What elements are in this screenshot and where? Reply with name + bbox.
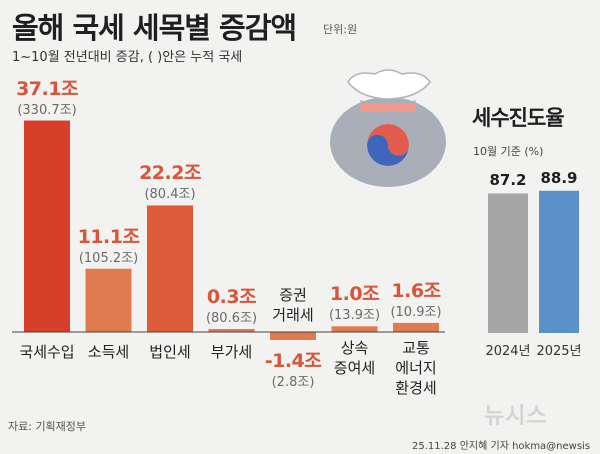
side-chart-title: 세수진도율 bbox=[472, 106, 565, 130]
chart-subtitle: 1~10월 전년대비 증감, ( )안은 누적 국세 bbox=[12, 50, 243, 65]
cumulative-label-5: (2.8조) bbox=[271, 375, 315, 390]
bar-3 bbox=[147, 205, 193, 332]
side-category-label-1: 2024년 bbox=[485, 344, 531, 359]
category-label-6: 상속 증여세 bbox=[333, 339, 376, 377]
value-label-2: 11.1조 bbox=[77, 225, 140, 248]
value-label-7: 1.6조 bbox=[391, 279, 441, 302]
cumulative-label-2: (105.2조) bbox=[78, 250, 139, 266]
bar-2 bbox=[85, 268, 132, 332]
side-value-label-1: 87.2 bbox=[489, 171, 527, 190]
side-bar-2 bbox=[539, 190, 579, 333]
source-text: 자료: 기획재정부 bbox=[8, 420, 87, 433]
category-label-1: 국세수입 bbox=[19, 343, 75, 361]
category-label-7: 교통 에너지 환경세 bbox=[395, 339, 437, 397]
value-label-5: -1.4조 bbox=[264, 350, 322, 372]
unit-label: 단위:원 bbox=[323, 23, 358, 36]
chart-title: 올해 국세 세목별 증감액 bbox=[12, 11, 297, 45]
money-bag-icon bbox=[330, 69, 446, 187]
value-label-3: 22.2조 bbox=[139, 162, 201, 185]
bar-7 bbox=[393, 322, 439, 332]
cumulative-label-1: (330.7조) bbox=[17, 102, 77, 118]
category-label-2: 소득세 bbox=[87, 343, 130, 361]
watermark-logo: 뉴시스 bbox=[484, 404, 548, 429]
bar-4 bbox=[208, 329, 255, 332]
side-bar-1 bbox=[488, 193, 528, 333]
cumulative-label-7: (10.9조) bbox=[390, 304, 442, 320]
category-label-3: 법인세 bbox=[149, 343, 191, 361]
cumulative-label-4: (80.6조) bbox=[205, 311, 258, 326]
side-category-label-2: 2025년 bbox=[536, 344, 582, 359]
value-label-4: 0.3조 bbox=[206, 286, 257, 308]
side-value-label-2: 88.9 bbox=[540, 168, 578, 187]
value-label-1: 37.1조 bbox=[16, 77, 78, 100]
bar-1 bbox=[24, 120, 70, 332]
bar-5 bbox=[270, 332, 316, 340]
credit-text: 25.11.28 안지혜 기자 hokma@newsis bbox=[412, 441, 591, 452]
cumulative-label-3: (80.4조) bbox=[144, 187, 196, 203]
category-label-5: 증권 거래세 bbox=[272, 286, 314, 324]
category-label-4: 부가세 bbox=[210, 343, 253, 361]
side-chart-subtitle: 10월 기준 (%) bbox=[473, 145, 544, 158]
bar-6 bbox=[331, 326, 378, 332]
cumulative-label-6: (13.9조) bbox=[328, 308, 381, 324]
value-label-6: 1.0조 bbox=[329, 283, 380, 306]
